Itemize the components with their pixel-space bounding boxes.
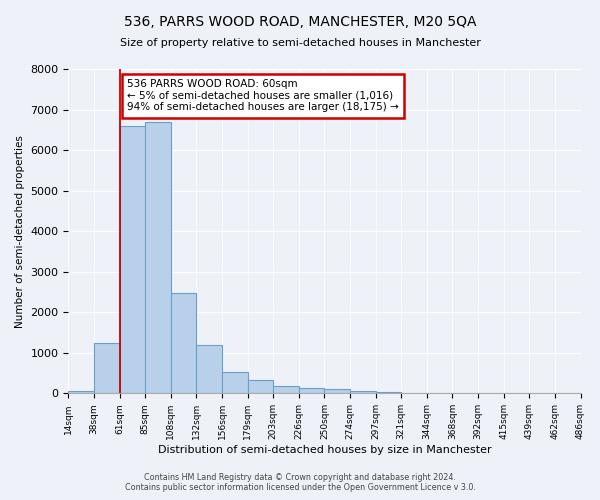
Bar <box>350 392 376 394</box>
Text: 536, PARRS WOOD ROAD, MANCHESTER, M20 5QA: 536, PARRS WOOD ROAD, MANCHESTER, M20 5Q… <box>124 15 476 29</box>
Bar <box>325 390 350 394</box>
Bar <box>94 342 119 394</box>
Text: Contains HM Land Registry data © Crown copyright and database right 2024.
Contai: Contains HM Land Registry data © Crown c… <box>125 473 475 492</box>
Bar <box>119 126 145 394</box>
Bar <box>376 392 401 394</box>
Text: 536 PARRS WOOD ROAD: 60sqm
← 5% of semi-detached houses are smaller (1,016)
94% : 536 PARRS WOOD ROAD: 60sqm ← 5% of semi-… <box>127 79 399 112</box>
Bar <box>299 388 325 394</box>
X-axis label: Distribution of semi-detached houses by size in Manchester: Distribution of semi-detached houses by … <box>158 445 491 455</box>
Y-axis label: Number of semi-detached properties: Number of semi-detached properties <box>15 134 25 328</box>
Bar <box>196 344 222 394</box>
Bar <box>145 122 171 394</box>
Bar <box>171 293 196 394</box>
Bar <box>68 392 94 394</box>
Text: Size of property relative to semi-detached houses in Manchester: Size of property relative to semi-detach… <box>119 38 481 48</box>
Bar <box>273 386 299 394</box>
Bar <box>222 372 248 394</box>
Bar <box>248 380 273 394</box>
